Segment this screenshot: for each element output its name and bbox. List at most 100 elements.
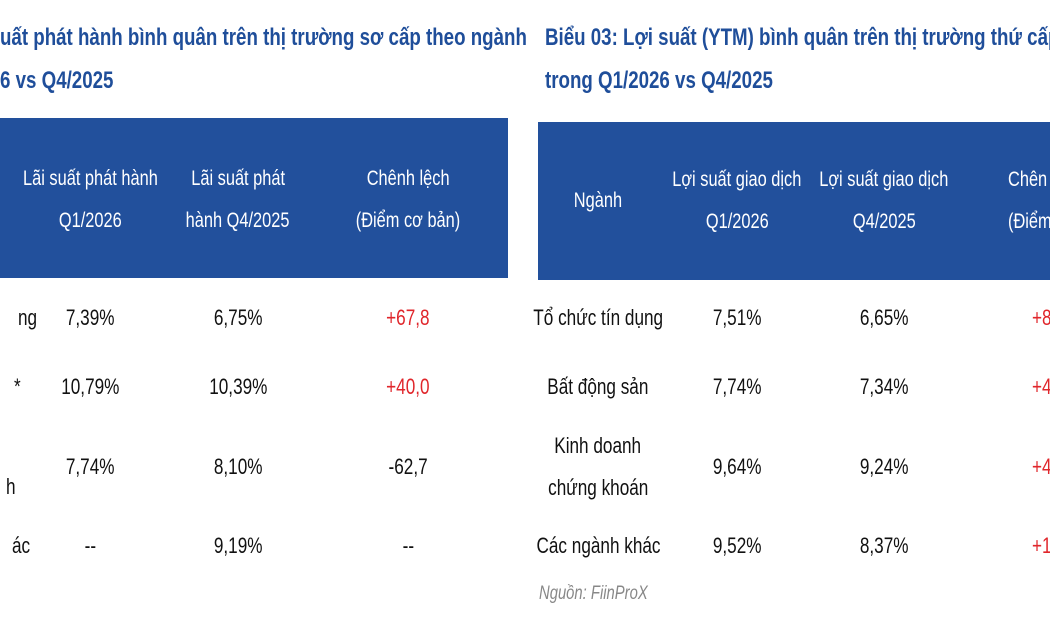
right-cell-text: chứng khoán xyxy=(547,475,649,500)
right-cell-text: Bất động sản xyxy=(547,374,649,399)
left-cell: 10,39% xyxy=(88,366,388,408)
right-header-text: Lợi suất giao dịch xyxy=(672,168,802,191)
left-cell: 6,75% xyxy=(88,297,388,339)
left-cell: 9,19% xyxy=(88,525,388,567)
left-cell-text: 10,39% xyxy=(208,374,268,399)
right-cell: 9,64% xyxy=(587,446,887,488)
right-cell: 7,51% xyxy=(587,297,887,339)
right-cell-text: Các ngành khác xyxy=(535,533,661,558)
right-cell: 8,37% xyxy=(734,525,1034,567)
right-title: trong Q1/2026 vs Q4/2025 xyxy=(545,67,837,95)
left-cell-text: 7,74% xyxy=(65,454,115,479)
right-title-text: Biểu 03: Lợi suất (YTM) bình quân trên t… xyxy=(545,24,1050,51)
right-cell: Bất động sản xyxy=(448,366,748,408)
right-header: Lợi suất giao dịch xyxy=(734,159,1034,201)
left-cell-text: 9,19% xyxy=(213,533,263,558)
left-title: 6 vs Q4/2025 xyxy=(0,67,145,95)
right-cell: +4 xyxy=(1032,366,1050,408)
left-cell: 7,39% xyxy=(0,297,240,339)
left-cell-text: -62,7 xyxy=(388,454,428,479)
right-cell: Các ngành khác xyxy=(448,525,748,567)
right-cell: +1 xyxy=(1032,525,1050,567)
left-row-stub: h xyxy=(6,466,18,508)
right-cell-text: 7,51% xyxy=(712,305,762,330)
left-header-text: (Điểm cơ bản) xyxy=(355,209,461,232)
left-cell: 10,79% xyxy=(0,366,240,408)
right-cell-text: 6,65% xyxy=(859,305,909,330)
right-header: Ngành xyxy=(448,180,748,222)
left-cell-text: +67,8 xyxy=(386,305,430,330)
left-header: Lãi suất phát xyxy=(88,158,388,200)
right-header-text: (Điểm xyxy=(1008,210,1050,233)
source-text: Nguồn: FiinProX xyxy=(539,583,648,604)
left-header-text: hành Q4/2025 xyxy=(186,209,290,232)
left-title-text: 6 vs Q4/2025 xyxy=(0,67,114,94)
right-header-text: Q1/2026 xyxy=(705,210,769,233)
left-cell-text: 10,79% xyxy=(60,374,120,399)
left-cell: -- xyxy=(258,525,558,567)
left-cell: 7,74% xyxy=(0,446,240,488)
right-cell: 9,24% xyxy=(734,446,1034,488)
right-cell-text: +4 xyxy=(1032,454,1050,479)
source: Nguồn: FiinProX xyxy=(539,583,678,605)
left-header-bg xyxy=(0,118,508,278)
right-cell-text: 9,64% xyxy=(712,454,762,479)
left-title-text: uất phát hành bình quân trên thị trường … xyxy=(0,24,527,51)
left-cell: 8,10% xyxy=(88,446,388,488)
left-title: uất phát hành bình quân trên thị trường … xyxy=(0,24,675,52)
right-title-text: trong Q1/2026 vs Q4/2025 xyxy=(545,67,773,94)
left-cell-text: 8,10% xyxy=(213,454,263,479)
right-cell: 7,74% xyxy=(587,366,887,408)
right-cell-text: 9,24% xyxy=(859,454,909,479)
left-row-stub: * xyxy=(14,366,23,408)
right-header-text: Chên xyxy=(1008,168,1048,191)
right-header-text: Q4/2025 xyxy=(852,210,916,233)
right-cell: Kinh doanh xyxy=(448,425,748,467)
left-header: Chênh lệch xyxy=(258,158,558,200)
right-cell: +4 xyxy=(1032,446,1050,488)
left-row-stub-text: ng xyxy=(18,305,38,330)
right-cell-text: +8 xyxy=(1032,305,1050,330)
left-header-text: Chênh lệch xyxy=(366,167,450,190)
right-header: Lợi suất giao dịch xyxy=(587,159,887,201)
right-title: Biểu 03: Lợi suất (YTM) bình quân trên t… xyxy=(545,24,1050,52)
right-header: Q4/2025 xyxy=(734,201,1034,243)
left-cell-text: +40,0 xyxy=(386,374,430,399)
right-cell: +8 xyxy=(1032,297,1050,339)
left-cell: -- xyxy=(0,525,240,567)
left-header-text: Lãi suất phát hành xyxy=(22,167,158,190)
left-row-stub-text: ác xyxy=(12,533,31,558)
left-header: Q1/2026 xyxy=(0,200,240,242)
right-header-text: Ngành xyxy=(573,189,623,212)
left-header-text: Q1/2026 xyxy=(58,209,122,232)
right-cell-text: 9,52% xyxy=(712,533,762,558)
left-cell-text: -- xyxy=(84,533,96,558)
left-row-stub: ng xyxy=(18,297,42,339)
right-cell: chứng khoán xyxy=(448,467,748,509)
left-cell: +40,0 xyxy=(258,366,558,408)
left-cell-text: -- xyxy=(402,533,414,558)
left-cell-text: 6,75% xyxy=(213,305,263,330)
left-header: Lãi suất phát hành xyxy=(0,158,240,200)
right-cell-text: 7,34% xyxy=(859,374,909,399)
left-row-stub: ác xyxy=(12,525,35,567)
right-cell-text: Kinh doanh xyxy=(554,433,642,458)
right-cell: 9,52% xyxy=(587,525,887,567)
left-cell-text: 7,39% xyxy=(65,305,115,330)
right-cell: 7,34% xyxy=(734,366,1034,408)
right-header-bg xyxy=(538,122,1050,280)
right-cell-text: 8,37% xyxy=(859,533,909,558)
left-header: (Điểm cơ bản) xyxy=(258,200,558,242)
left-row-stub-text: * xyxy=(14,374,21,399)
left-header-text: Lãi suất phát xyxy=(191,167,285,190)
left-row-stub-text: h xyxy=(6,474,16,499)
right-cell-text: +4 xyxy=(1032,374,1050,399)
right-cell-text: +1 xyxy=(1032,533,1050,558)
right-cell: Tổ chức tín dụng xyxy=(448,297,748,339)
right-cell: 6,65% xyxy=(734,297,1034,339)
right-cell-text: 7,74% xyxy=(712,374,762,399)
right-cell-text: Tổ chức tín dụng xyxy=(533,305,663,330)
right-header: (Điểm xyxy=(1008,201,1050,243)
right-header-text: Lợi suất giao dịch xyxy=(819,168,949,191)
